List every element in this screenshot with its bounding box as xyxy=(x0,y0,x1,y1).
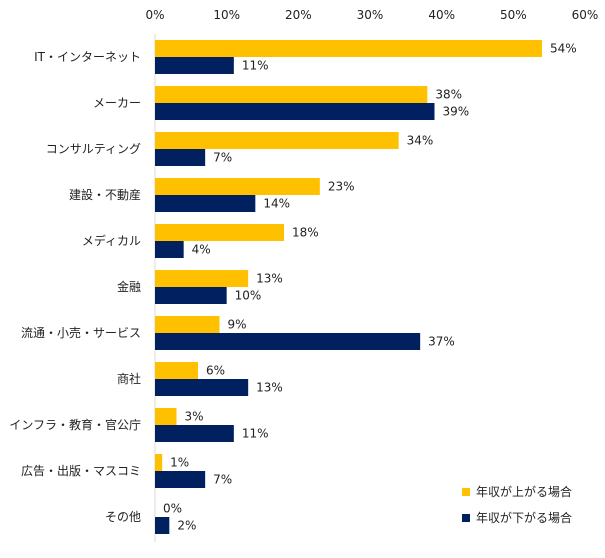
bar-down xyxy=(155,471,206,488)
data-label: 39% xyxy=(443,105,470,119)
data-label: 18% xyxy=(292,226,319,240)
data-labels: 54% 11% 38% 39% 34% 7% 23% 14% 18% 4% 13% 10% 9% 37% 6… xyxy=(163,42,577,533)
data-label: 1% xyxy=(170,456,189,470)
category-label: 広告・出版・マスコミ xyxy=(21,464,141,478)
x-axis-ticks: 0% 10% 20% 30% 40% 50% 60% xyxy=(145,8,598,22)
category-label: インフラ・教育・官公庁 xyxy=(9,417,141,432)
bar-up xyxy=(155,132,399,149)
bar-up xyxy=(155,224,284,241)
legend-label: 年収が下がる場合 xyxy=(476,510,572,525)
data-label: 13% xyxy=(256,381,283,395)
category-label: メーカー xyxy=(93,96,141,110)
category-label: コンサルティング xyxy=(46,142,141,156)
bar-down xyxy=(155,149,206,166)
x-tick-label: 60% xyxy=(572,8,599,22)
bars-group xyxy=(155,40,542,534)
data-label: 3% xyxy=(185,410,204,424)
category-label: 建設・不動産 xyxy=(69,187,141,202)
bar-up xyxy=(155,408,177,425)
data-label: 34% xyxy=(407,134,434,148)
x-tick-label: 50% xyxy=(500,8,527,22)
data-label: 23% xyxy=(328,180,355,194)
x-tick-label: 0% xyxy=(145,8,164,22)
bar-up xyxy=(155,454,163,471)
bar-up xyxy=(155,178,320,195)
bar-up xyxy=(155,316,220,333)
category-label: 商社 xyxy=(117,371,141,386)
bar-down xyxy=(155,425,234,442)
data-label: 4% xyxy=(192,243,211,257)
legend-swatch xyxy=(462,514,470,522)
legend-swatch xyxy=(462,488,470,496)
category-label: その他 xyxy=(105,510,141,524)
x-tick-label: 20% xyxy=(285,8,312,22)
bar-up xyxy=(155,362,198,379)
bar-up xyxy=(155,270,249,287)
bar-down xyxy=(155,195,256,212)
bar-down xyxy=(155,287,227,304)
bar-up xyxy=(155,86,428,103)
category-label: 金融 xyxy=(117,279,141,294)
data-label: 7% xyxy=(213,151,232,165)
category-label: IT・インターネット xyxy=(34,50,141,64)
category-labels: IT・インターネットメーカーコンサルティング建設・不動産メディカル金融流通・小売… xyxy=(9,50,141,524)
data-label: 11% xyxy=(242,59,269,73)
bar-down xyxy=(155,241,184,258)
data-label: 9% xyxy=(228,318,247,332)
x-tick-label: 30% xyxy=(357,8,384,22)
bar-down xyxy=(155,57,234,74)
x-tick-label: 40% xyxy=(428,8,455,22)
bar-down xyxy=(155,517,170,534)
category-label: 流通・小売・サービス xyxy=(21,325,141,340)
bar-down xyxy=(155,333,421,350)
data-label: 10% xyxy=(235,289,262,303)
bar-up xyxy=(155,40,542,57)
data-label: 14% xyxy=(263,197,290,211)
data-label: 38% xyxy=(435,88,462,102)
data-label: 2% xyxy=(177,519,196,533)
bar-down xyxy=(155,103,435,120)
category-label: メディカル xyxy=(82,233,141,248)
bar-down xyxy=(155,379,249,396)
data-label: 6% xyxy=(206,364,225,378)
data-label: 0% xyxy=(163,502,182,516)
legend-label: 年収が上がる場合 xyxy=(476,484,572,499)
data-label: 7% xyxy=(213,473,232,487)
data-label: 37% xyxy=(428,335,455,349)
data-label: 11% xyxy=(242,427,269,441)
data-label: 54% xyxy=(550,42,577,56)
data-label: 13% xyxy=(256,272,283,286)
x-tick-label: 10% xyxy=(213,8,240,22)
